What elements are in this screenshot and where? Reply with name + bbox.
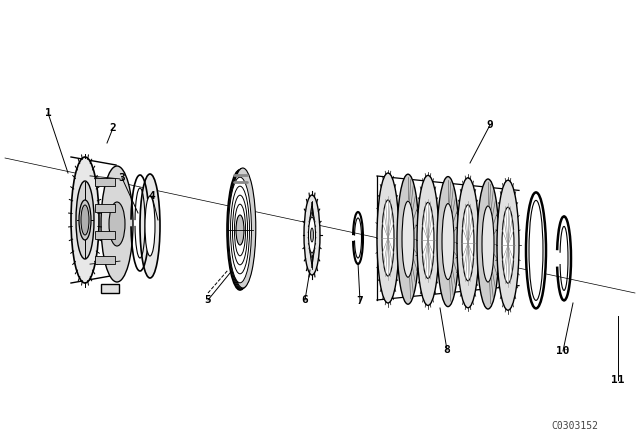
Ellipse shape xyxy=(145,196,155,256)
Text: 11: 11 xyxy=(611,375,625,385)
Ellipse shape xyxy=(482,206,494,282)
FancyBboxPatch shape xyxy=(95,256,115,264)
FancyBboxPatch shape xyxy=(101,284,119,293)
Text: C0303152: C0303152 xyxy=(552,421,598,431)
Ellipse shape xyxy=(228,169,255,289)
Text: 6: 6 xyxy=(301,295,308,305)
Ellipse shape xyxy=(526,192,546,308)
FancyBboxPatch shape xyxy=(95,204,115,212)
Ellipse shape xyxy=(529,200,543,301)
Text: 3: 3 xyxy=(118,173,125,183)
Ellipse shape xyxy=(101,166,133,282)
Text: 8: 8 xyxy=(444,345,451,355)
Ellipse shape xyxy=(377,173,399,303)
Ellipse shape xyxy=(109,202,125,246)
Ellipse shape xyxy=(457,178,479,308)
Ellipse shape xyxy=(227,170,253,290)
Text: 7: 7 xyxy=(356,296,364,306)
Ellipse shape xyxy=(140,174,160,278)
Ellipse shape xyxy=(402,201,414,277)
Ellipse shape xyxy=(308,217,316,253)
Ellipse shape xyxy=(477,179,499,309)
Ellipse shape xyxy=(230,186,250,274)
Ellipse shape xyxy=(230,168,256,288)
Text: 10: 10 xyxy=(556,346,570,356)
Ellipse shape xyxy=(397,174,419,304)
Text: 5: 5 xyxy=(205,295,211,305)
Ellipse shape xyxy=(422,202,434,278)
Ellipse shape xyxy=(71,157,99,283)
Text: 9: 9 xyxy=(486,120,493,130)
Ellipse shape xyxy=(417,176,439,306)
Ellipse shape xyxy=(232,195,248,265)
Text: 1: 1 xyxy=(45,108,51,118)
Ellipse shape xyxy=(502,207,514,283)
Ellipse shape xyxy=(497,180,519,310)
FancyBboxPatch shape xyxy=(95,231,115,239)
Ellipse shape xyxy=(442,203,454,280)
Ellipse shape xyxy=(310,228,314,242)
Ellipse shape xyxy=(462,205,474,281)
Text: 2: 2 xyxy=(109,123,116,133)
Ellipse shape xyxy=(236,215,244,245)
Ellipse shape xyxy=(79,200,91,240)
Ellipse shape xyxy=(234,204,246,256)
Ellipse shape xyxy=(76,181,94,259)
FancyBboxPatch shape xyxy=(95,178,115,186)
Ellipse shape xyxy=(228,169,253,289)
Ellipse shape xyxy=(229,168,255,289)
Ellipse shape xyxy=(437,177,459,306)
Ellipse shape xyxy=(228,177,252,283)
Ellipse shape xyxy=(382,200,394,276)
Text: 4: 4 xyxy=(148,191,156,201)
Ellipse shape xyxy=(81,205,89,235)
Ellipse shape xyxy=(304,195,320,275)
